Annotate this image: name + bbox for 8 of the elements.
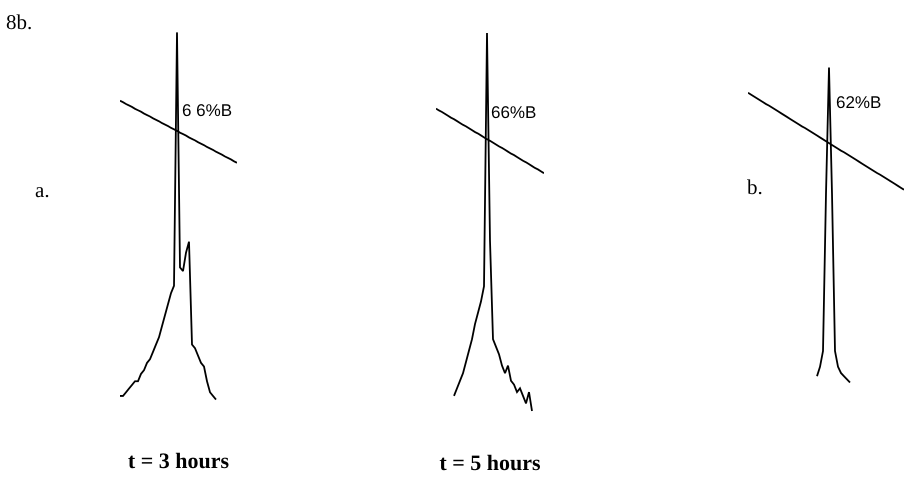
text: a. [35, 178, 50, 202]
text: 8b. [6, 10, 32, 34]
x-axis-title: t = 3 hours [128, 448, 230, 473]
annotation: b. [747, 175, 763, 199]
annotation: 66%B [491, 103, 536, 122]
annotation: 62%B [836, 93, 882, 112]
x-axis-title: t = 5 hours [439, 450, 542, 475]
annotation: 6 6%B [182, 101, 232, 120]
